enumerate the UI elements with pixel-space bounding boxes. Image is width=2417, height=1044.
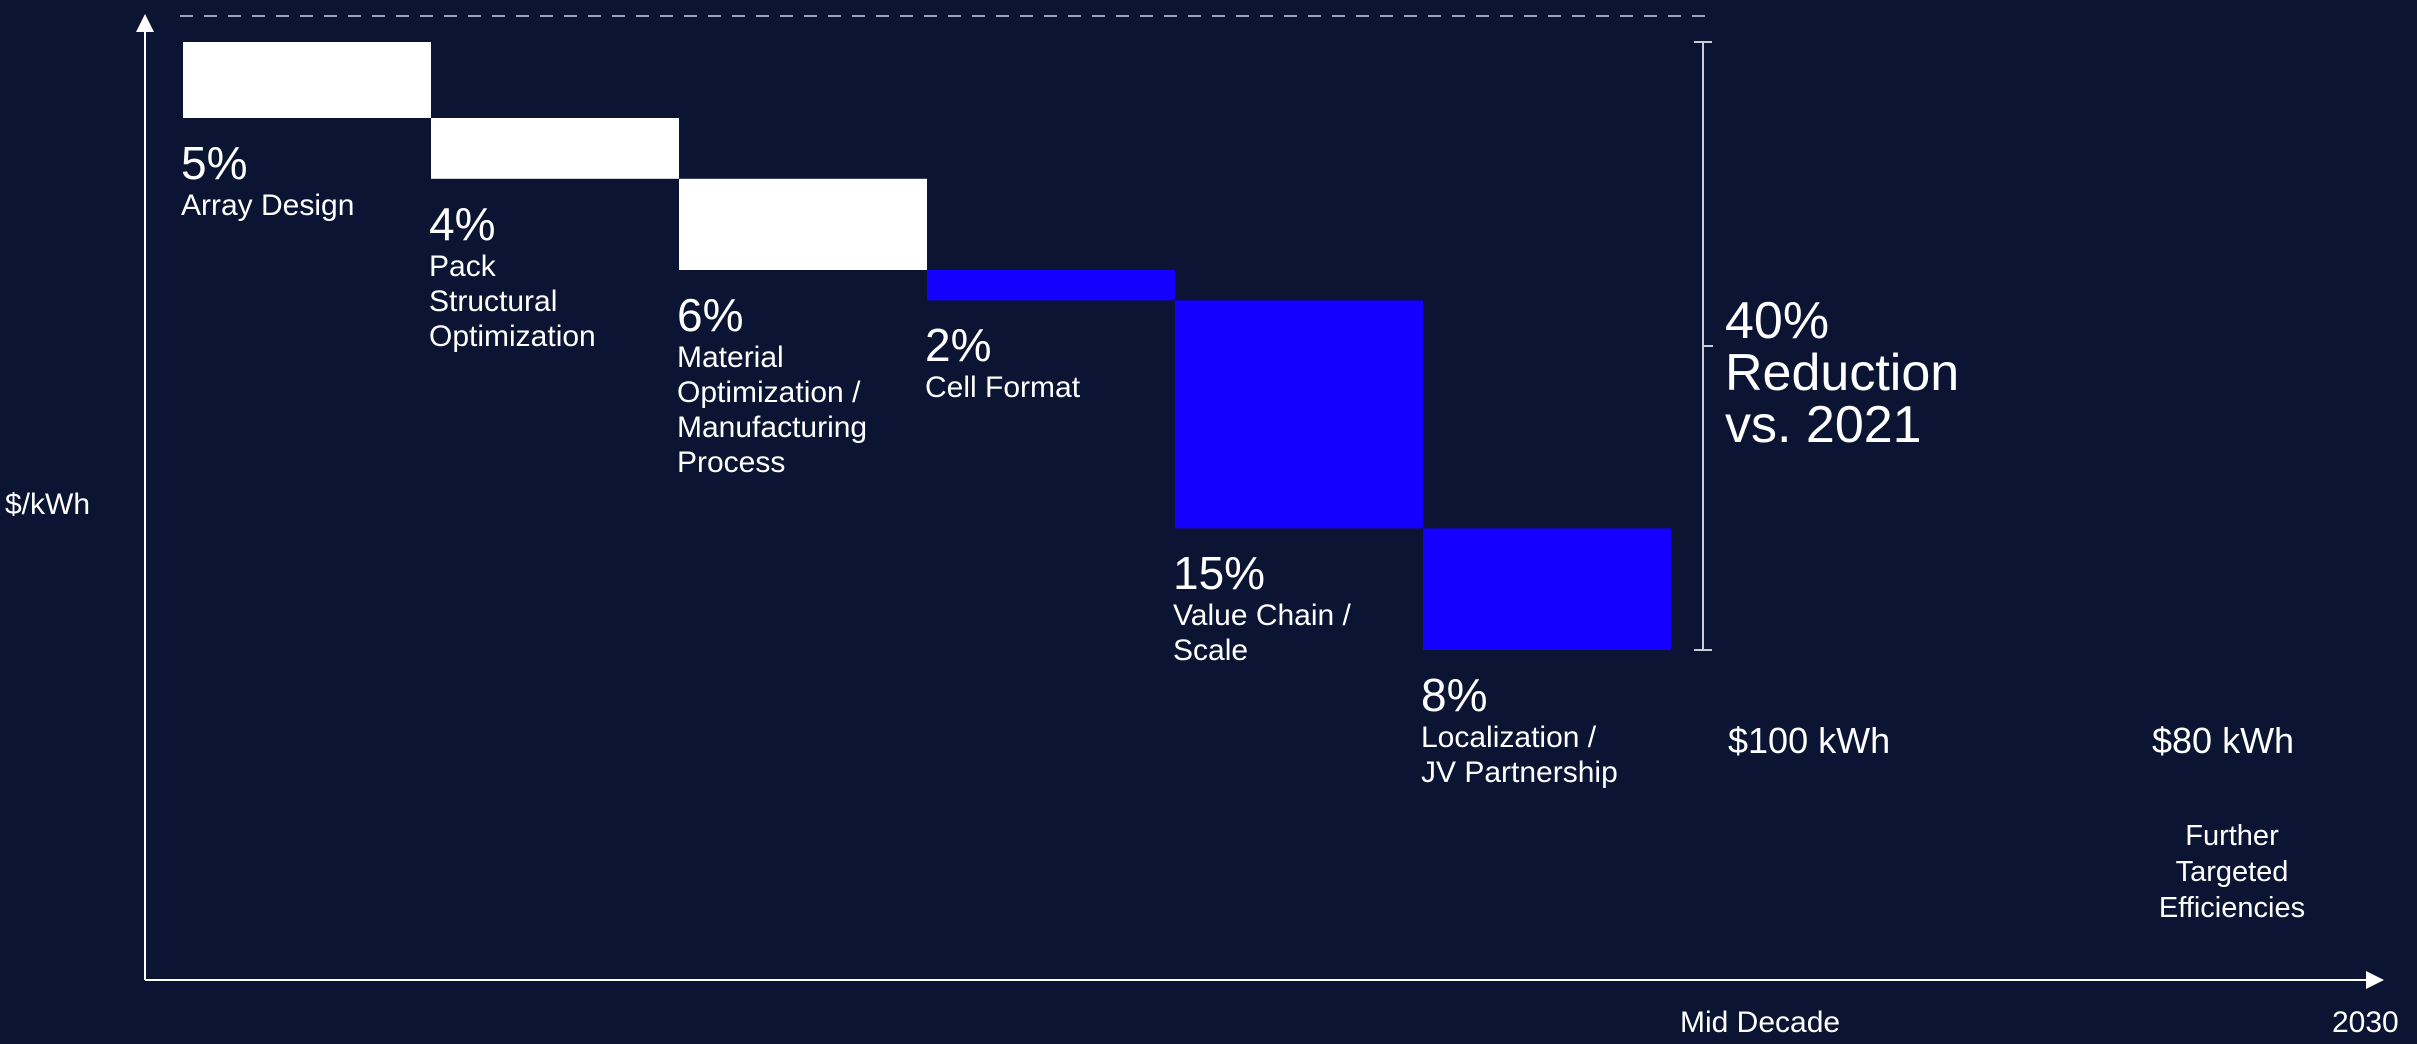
bar-category-label: Array Design [181,189,355,222]
bars [183,42,1671,650]
y-axis-arrow [136,14,154,32]
bar-value-label: 5% [181,137,248,189]
price-label-mid-decade: $100 kWh [1728,720,1891,761]
bar-value-label: 15% [1173,547,1266,600]
bar-category-label: Localization / JV Partnership [1421,721,1618,789]
bar-value-label: 2% [925,319,992,372]
further-efficiencies-label: Further Targeted Efficiencies [2158,820,2306,924]
waterfall-bar [431,118,679,179]
y-axis-label: $/kWh [5,488,91,521]
bar-category-label: Cell Format [925,371,1081,405]
reduction-bracket [1694,41,1713,651]
x-tick-label-2030: 2030 [2332,1006,2399,1039]
x-axis-arrow [2366,971,2384,989]
bar-category-label: Pack Structural Optimization [429,249,596,353]
waterfall-bar [1423,528,1671,650]
axes [136,14,2384,989]
total-reduction-label: 40% Reduction vs. 2021 [1725,292,1960,454]
waterfall-bar [679,178,927,270]
bar-value-label: 6% [677,289,744,341]
bar-value-label: 8% [1421,669,1488,721]
waterfall-bar [183,42,431,118]
bar-category-label: Value Chain / Scale [1173,599,1351,668]
x-tick-label-mid-decade: Mid Decade [1680,1006,1841,1039]
bar-value-label: 4% [429,197,496,250]
waterfall-bar [927,270,1175,301]
price-label-2030: $80 kWh [2152,720,2295,761]
waterfall-bar [1175,300,1423,529]
bar-category-label: Material Optimization / Manufacturing Pr… [677,341,868,479]
